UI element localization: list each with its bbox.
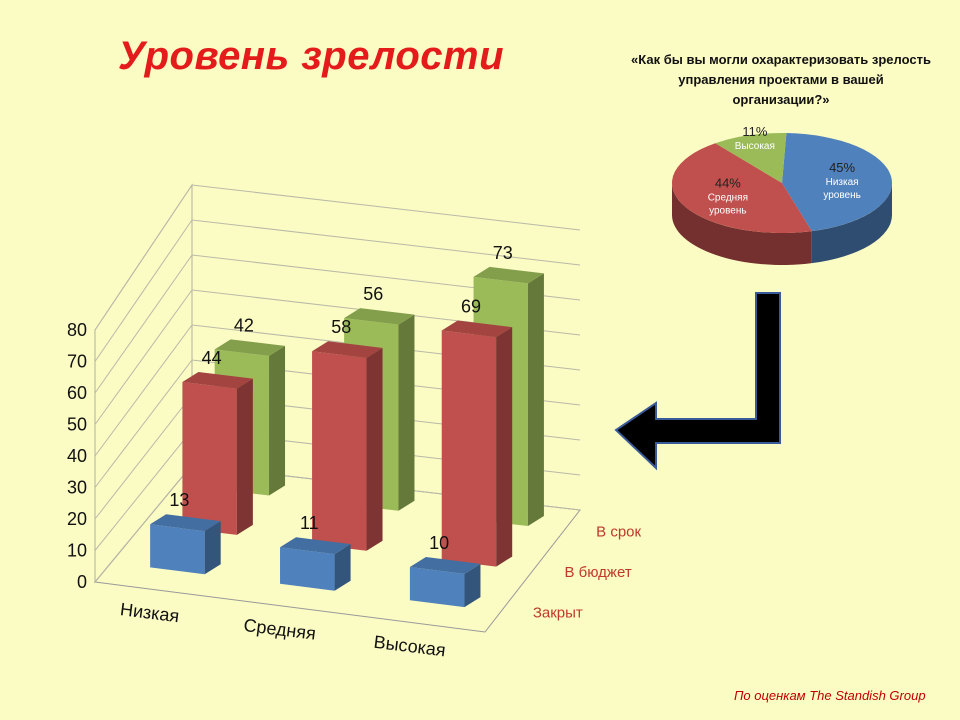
y-axis-ticks: 0 10 20 30 40 50 60 70 80: [67, 320, 87, 592]
bar: [280, 537, 351, 591]
bar-chart-body: 01020304050607080735642695844101113Низка…: [67, 183, 642, 660]
series-label: В срок: [596, 523, 641, 540]
pie-slice-label: Низкая: [826, 177, 859, 188]
y-tick-label: 70: [67, 352, 87, 372]
bars: [150, 266, 544, 608]
bar-top: [214, 339, 286, 356]
series-label: Закрыт: [533, 605, 583, 622]
page-title: Уровень зрелости: [118, 34, 505, 78]
series-label: В бюджет: [565, 564, 632, 581]
bar-front: [441, 330, 497, 567]
bar-top: [441, 320, 513, 338]
bar-top: [182, 371, 253, 389]
data-label: 42: [234, 315, 254, 335]
pie-slice-side: [672, 183, 812, 265]
pie-slice: [782, 133, 892, 232]
pie-sides: [672, 183, 892, 265]
bar: [441, 320, 513, 567]
y-tick-label: 60: [67, 383, 87, 403]
y-tick-label: 80: [67, 320, 87, 340]
bar: [409, 556, 481, 608]
bar-top: [409, 556, 481, 574]
y-tick-label: 20: [67, 509, 87, 529]
y-tick-label: 50: [67, 415, 87, 435]
gridline: [94, 254, 581, 394]
bar-front: [312, 351, 367, 551]
bar-front: [182, 381, 237, 535]
data-label: 69: [461, 296, 481, 316]
y-tick-label: 40: [67, 446, 87, 466]
bar-top: [344, 308, 415, 325]
bar-top: [280, 537, 351, 555]
y-tick-label: 10: [67, 541, 87, 561]
gridline: [94, 184, 581, 331]
bar-top: [312, 341, 383, 358]
bar-front: [409, 566, 465, 608]
bar-side: [527, 273, 544, 527]
bar-front: [150, 524, 205, 575]
data-label: 13: [169, 490, 189, 510]
pie-slice-side: [811, 183, 892, 264]
pie-question: «Как бы вы могли охарактеризовать зрелос…: [631, 52, 931, 107]
bar: [150, 514, 221, 575]
data-label: 58: [331, 317, 351, 337]
pie-pct-label: 11%: [742, 124, 767, 139]
pie-slice: [715, 133, 787, 183]
bar-side: [496, 327, 513, 567]
pie-slice-label: уровень: [823, 190, 861, 201]
data-label: 73: [493, 243, 513, 263]
data-label: 56: [363, 284, 383, 304]
y-tick-label: 0: [77, 572, 87, 592]
y-tick-label: 30: [67, 478, 87, 498]
pie-pct-label: 44%: [715, 175, 741, 190]
pie-slice-label: уровень: [709, 205, 747, 216]
pie-slice: [672, 143, 812, 233]
bar-side: [464, 563, 481, 608]
bar-side: [366, 347, 383, 551]
pie-tops: [672, 133, 892, 233]
bar: [312, 341, 383, 551]
bar-top: [150, 514, 221, 532]
bar-side: [236, 378, 253, 535]
data-label: 44: [202, 348, 222, 368]
bar-top: [473, 266, 544, 284]
gridline: [94, 289, 581, 425]
pie-slice-label: Средняя: [708, 192, 748, 203]
bar-side: [269, 345, 286, 496]
series-labels: Закрыт В бюджет В срок: [533, 523, 642, 621]
bar-side: [398, 314, 415, 511]
data-label: 11: [300, 513, 319, 533]
data-label: 10: [429, 533, 449, 553]
gridline: [94, 219, 581, 362]
bar-side: [204, 521, 221, 575]
data-labels: 73 56 42 69 58 44 10 11 13: [169, 243, 512, 553]
pie-slice-label: Высокая: [735, 141, 775, 152]
pie-body: 45% Низкая уровень 44% Средняя уровень 11% Высо…: [672, 124, 892, 265]
pie-pct-label: 45%: [829, 160, 855, 175]
source-note: По оценкам The Standish Group: [734, 688, 926, 703]
pie-labels: 45% Низкая уровень 44% Средняя уровень 11% Высо…: [708, 124, 861, 216]
bar-side: [334, 544, 351, 591]
bar: [182, 371, 253, 535]
bar-front: [280, 547, 335, 591]
